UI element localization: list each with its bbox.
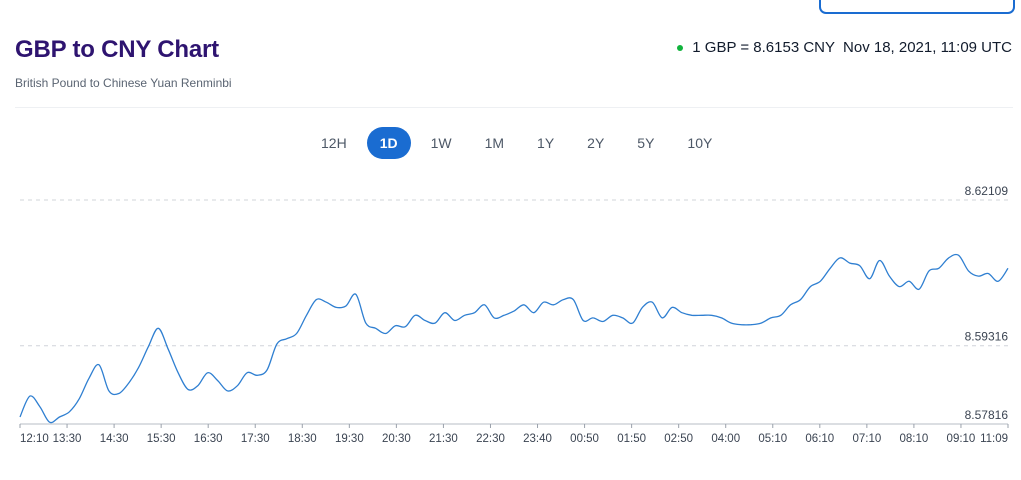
x-tick-label: 05:10 — [758, 433, 787, 445]
x-tick-label: 09:10 — [947, 433, 976, 445]
x-tick-label: 13:30 — [53, 433, 82, 445]
header-divider — [15, 107, 1013, 108]
currency-input-box[interactable] — [819, 0, 1015, 14]
x-tick-label: 18:30 — [288, 433, 317, 445]
y-tick-label: 8.57816 — [965, 408, 1009, 422]
rate-status: 1 GBP = 8.6153 CNY Nov 18, 2021, 11:09 U… — [677, 39, 1012, 56]
tab-2y[interactable]: 2Y — [587, 135, 605, 151]
x-tick-label: 14:30 — [100, 433, 129, 445]
x-tick-label: 17:30 — [241, 433, 270, 445]
x-tick-label: 16:30 — [194, 433, 223, 445]
tab-1w[interactable]: 1W — [430, 135, 452, 151]
x-tick-label: 12:10 — [20, 433, 49, 445]
page-subtitle: British Pound to Chinese Yuan Renminbi — [15, 76, 232, 90]
series-line-gbp-cny — [19, 253, 1009, 424]
tab-10y[interactable]: 10Y — [687, 135, 713, 151]
tab-1m[interactable]: 1M — [484, 135, 505, 151]
x-tick-label: 06:10 — [805, 433, 834, 445]
y-tick-label: 8.59316 — [965, 330, 1009, 344]
x-tick-label: 02:50 — [664, 433, 693, 445]
x-tick-label: 22:30 — [476, 433, 505, 445]
x-tick-label: 11:09 — [980, 433, 1008, 445]
x-tick-label: 08:10 — [900, 433, 929, 445]
x-tick-label: 19:30 — [335, 433, 364, 445]
live-dot-icon — [677, 44, 684, 51]
x-tick-label: 21:30 — [429, 433, 458, 445]
x-tick-label: 15:30 — [147, 433, 176, 445]
x-tick-label: 23:40 — [523, 433, 552, 445]
tab-12h[interactable]: 12H — [321, 135, 347, 151]
x-tick-label: 20:30 — [382, 433, 411, 445]
page-title: GBP to CNY Chart — [15, 36, 219, 63]
tab-5y[interactable]: 5Y — [637, 135, 655, 151]
tab-1y[interactable]: 1Y — [537, 135, 555, 151]
y-tick-label: 8.62109 — [965, 184, 1009, 198]
tab-1d[interactable]: 1D — [366, 127, 411, 159]
rate-timestamp: Nov 18, 2021, 11:09 UTC — [843, 39, 1012, 56]
time-range-tabs: 12H 1D 1W 1M 1Y 2Y 5Y 10Y — [308, 127, 732, 160]
x-tick-label: 01:50 — [617, 433, 646, 445]
x-tick-label: 00:50 — [570, 433, 599, 445]
rate-value: 1 GBP = 8.6153 CNY — [692, 39, 836, 56]
x-tick-label: 07:10 — [852, 433, 881, 445]
x-tick-label: 04:00 — [711, 433, 740, 445]
